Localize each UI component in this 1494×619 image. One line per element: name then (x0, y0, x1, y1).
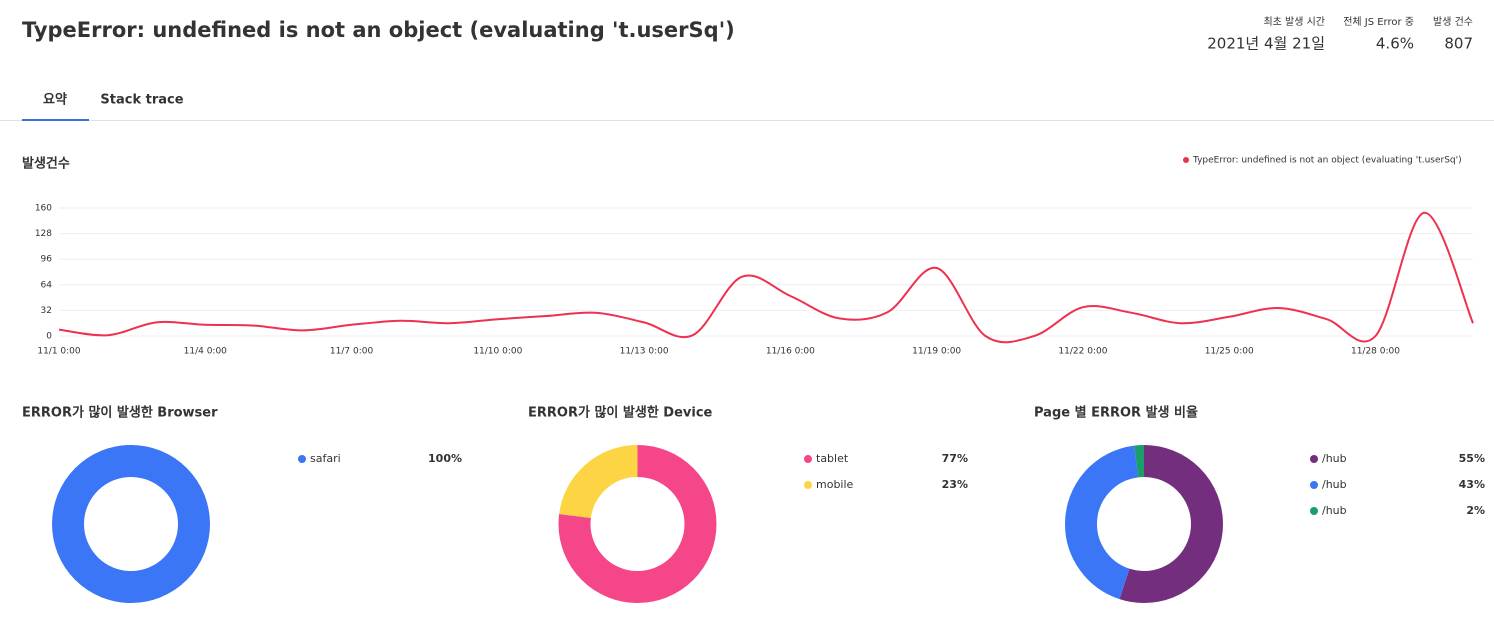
chart-title: ERROR가 많이 발생한 Device (528, 405, 713, 421)
legend-value: 55% (1459, 452, 1485, 465)
x-tick-label: 11/10 0:00 (473, 347, 522, 357)
series-line (58, 211, 1474, 344)
legend-label: /hub (1322, 452, 1347, 465)
x-tick-label: 11/13 0:00 (620, 347, 669, 357)
stat-value: 807 (1444, 35, 1473, 53)
legend-marker (1310, 455, 1318, 463)
legend-value: 77% (942, 452, 968, 465)
legend-value: 2% (1466, 504, 1485, 517)
y-tick-label: 32 (41, 306, 52, 316)
x-tick-label: 11/16 0:00 (766, 347, 815, 357)
donut-segment (1065, 445, 1223, 603)
y-tick-label: 160 (35, 204, 52, 214)
stat-label: 최초 발생 시간 (1263, 16, 1325, 28)
x-tick-label: 11/28 0:00 (1351, 347, 1400, 357)
tab-indicator (22, 119, 89, 121)
stat-label: 발생 건수 (1433, 16, 1473, 28)
error-title: TypeError: undefined is not an object (e… (22, 18, 735, 42)
legend-marker (1310, 507, 1318, 515)
x-tick-label: 11/7 0:00 (330, 347, 374, 357)
legend-label: /hub (1322, 478, 1347, 491)
chart-title: ERROR가 많이 발생한 Browser (22, 405, 218, 421)
x-tick-label: 11/25 0:00 (1205, 347, 1254, 357)
legend-marker (1183, 157, 1189, 163)
legend-marker (804, 455, 812, 463)
stat-label: 전체 JS Error 중 (1343, 16, 1414, 28)
stat-value: 2021년 4월 21일 (1207, 35, 1325, 53)
chart-title: 발생건수 (22, 156, 70, 172)
chart-title: Page 별 ERROR 발생 비율 (1034, 405, 1198, 421)
legend-label: /hub (1322, 504, 1347, 517)
y-tick-label: 96 (41, 255, 53, 265)
stat-value: 4.6% (1376, 35, 1414, 53)
legend-label: TypeError: undefined is not an object (e… (1192, 156, 1462, 166)
donut-segment (1065, 445, 1223, 603)
x-tick-label: 11/22 0:00 (1058, 347, 1107, 357)
donut-segment (52, 445, 210, 603)
legend-value: 100% (428, 452, 462, 465)
tab[interactable]: 요약 (43, 92, 67, 108)
legend-value: 43% (1459, 478, 1485, 491)
x-tick-label: 11/19 0:00 (912, 347, 961, 357)
legend-label: tablet (816, 452, 849, 465)
legend-marker (1310, 481, 1318, 489)
legend-label: safari (310, 452, 341, 465)
legend-marker (804, 481, 812, 489)
legend-marker (298, 455, 306, 463)
y-tick-label: 128 (35, 229, 52, 239)
donut-segment (558, 445, 717, 603)
y-tick-label: 64 (41, 280, 53, 290)
legend-label: mobile (816, 478, 854, 491)
tab-divider (0, 120, 1494, 121)
legend-value: 23% (942, 478, 968, 491)
x-tick-label: 11/1 0:00 (37, 347, 81, 357)
x-tick-label: 11/4 0:00 (184, 347, 228, 357)
y-tick-label: 0 (46, 332, 52, 342)
tab[interactable]: Stack trace (100, 93, 183, 108)
